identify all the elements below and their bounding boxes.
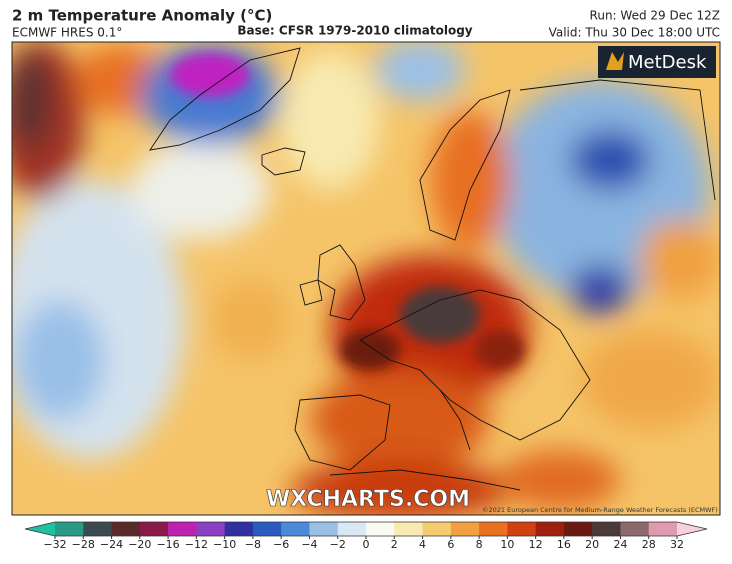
colorbar-segment bbox=[366, 522, 395, 536]
colorbar-segment bbox=[168, 522, 197, 536]
base-label: Base: CFSR 1979-2010 climatology bbox=[237, 24, 472, 38]
colorbar-tick-label: 32 bbox=[670, 538, 684, 551]
logo-text: MetDesk bbox=[628, 52, 707, 73]
colorbar-segment bbox=[422, 522, 452, 536]
colorbar-tick-label: 8 bbox=[476, 538, 483, 551]
colorbar-tick-label: 2 bbox=[391, 538, 398, 551]
colorbar-tick-label: 20 bbox=[585, 538, 599, 551]
colorbar-segment bbox=[224, 522, 254, 536]
colorbar-tick-label: 10 bbox=[500, 538, 514, 551]
colorbar-tick-label: 0 bbox=[363, 538, 370, 551]
colorbar-tick-label: 12 bbox=[529, 538, 543, 551]
colorbar-segment bbox=[309, 522, 339, 536]
colorbar-tick-label: −20 bbox=[128, 538, 151, 551]
colorbar-segment bbox=[479, 522, 508, 536]
model-label: ECMWF HRES 0.1° bbox=[12, 26, 122, 40]
colorbar-segment bbox=[394, 522, 424, 536]
colorbar-segment bbox=[648, 522, 678, 536]
colorbar-tick-label: 6 bbox=[447, 538, 454, 551]
colorbar-segment bbox=[535, 522, 565, 536]
map-frame bbox=[11, 41, 721, 516]
colorbar-segment bbox=[196, 522, 226, 536]
colorbar: −32 −28 −24 −20 −16 −12 −10 −8 −6 −4 −2 0 2 4 6 8 10 12 16… bbox=[24, 521, 708, 551]
colorbar-tick-label: 24 bbox=[613, 538, 627, 551]
colorbar-segment bbox=[450, 522, 480, 536]
colorbar-tick-label: −8 bbox=[245, 538, 261, 551]
colorbar-tick-label: −12 bbox=[185, 538, 208, 551]
colorbar-segment bbox=[592, 522, 621, 536]
map-title: 2 m Temperature Anomaly (°C) bbox=[12, 7, 272, 25]
colorbar-over-arrow bbox=[677, 522, 707, 536]
run-label: Run: Wed 29 Dec 12Z bbox=[590, 9, 720, 23]
colorbar-tick-label: 28 bbox=[642, 538, 656, 551]
colorbar-segment bbox=[337, 522, 367, 536]
watermark: WXCHARTS.COM bbox=[266, 487, 470, 512]
valid-label: Valid: Thu 30 Dec 18:00 UTC bbox=[549, 26, 720, 40]
colorbar-segment bbox=[55, 522, 84, 536]
colorbar-tick-label: −6 bbox=[273, 538, 289, 551]
colorbar-segment bbox=[139, 522, 169, 536]
colorbar-segment bbox=[281, 522, 310, 536]
map: MetDesk WXCHARTS.COM ©2021 European Cent… bbox=[12, 42, 720, 515]
colorbar-segment bbox=[563, 522, 593, 536]
colorbar-under-arrow bbox=[25, 522, 55, 536]
colorbar-segment bbox=[252, 522, 282, 536]
colorbar-tick-label: −16 bbox=[156, 538, 179, 551]
colorbar-segment bbox=[620, 522, 650, 536]
colorbar-tick-label: 4 bbox=[419, 538, 426, 551]
colorbar-tick-label: −4 bbox=[301, 538, 317, 551]
colorbar-tick-label: −2 bbox=[330, 538, 346, 551]
copyright: ©2021 European Centre for Medium-Range W… bbox=[482, 506, 718, 514]
colorbar-tick-label: −32 bbox=[43, 538, 66, 551]
colorbar-tick-label: −28 bbox=[72, 538, 95, 551]
colorbar-tick-label: 16 bbox=[557, 538, 571, 551]
colorbar-tick-label: −24 bbox=[100, 538, 123, 551]
colorbar-segment bbox=[507, 522, 537, 536]
colorbar-segment bbox=[111, 522, 141, 536]
logo-icon bbox=[606, 52, 624, 70]
colorbar-tick-label: −10 bbox=[213, 538, 236, 551]
colorbar-segment bbox=[83, 522, 113, 536]
